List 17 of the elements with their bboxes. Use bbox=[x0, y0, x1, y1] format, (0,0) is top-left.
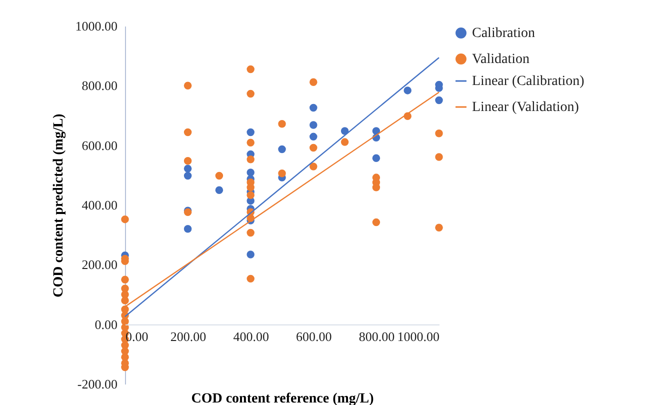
y-tick-label: 600.00 bbox=[82, 138, 118, 153]
x-tick-label: 600.00 bbox=[296, 328, 332, 344]
y-tick-label: 1000.00 bbox=[75, 18, 118, 34]
y-tick-label: -200.00 bbox=[77, 376, 118, 392]
x-tick-label: 1000.00 bbox=[397, 328, 440, 344]
y-tick-label: 800.00 bbox=[82, 78, 118, 94]
x-tick-label: 200.00 bbox=[170, 328, 206, 344]
y-tick-label: 200.00 bbox=[82, 257, 118, 272]
legend-label: Linear (Validation) bbox=[472, 100, 580, 115]
legend-label: Linear (Calibration) bbox=[472, 74, 585, 89]
x-tick-label: 800.00 bbox=[358, 328, 395, 344]
y-axis-title: COD content predicted (mg/L) bbox=[51, 113, 66, 298]
legend-label: Validation bbox=[472, 52, 530, 67]
y-tick-label: 400.00 bbox=[82, 198, 118, 212]
y-tick-label: 0.00 bbox=[94, 316, 118, 332]
legend-label: Calibration bbox=[472, 26, 535, 41]
x-tick-label: 400.00 bbox=[233, 328, 269, 344]
